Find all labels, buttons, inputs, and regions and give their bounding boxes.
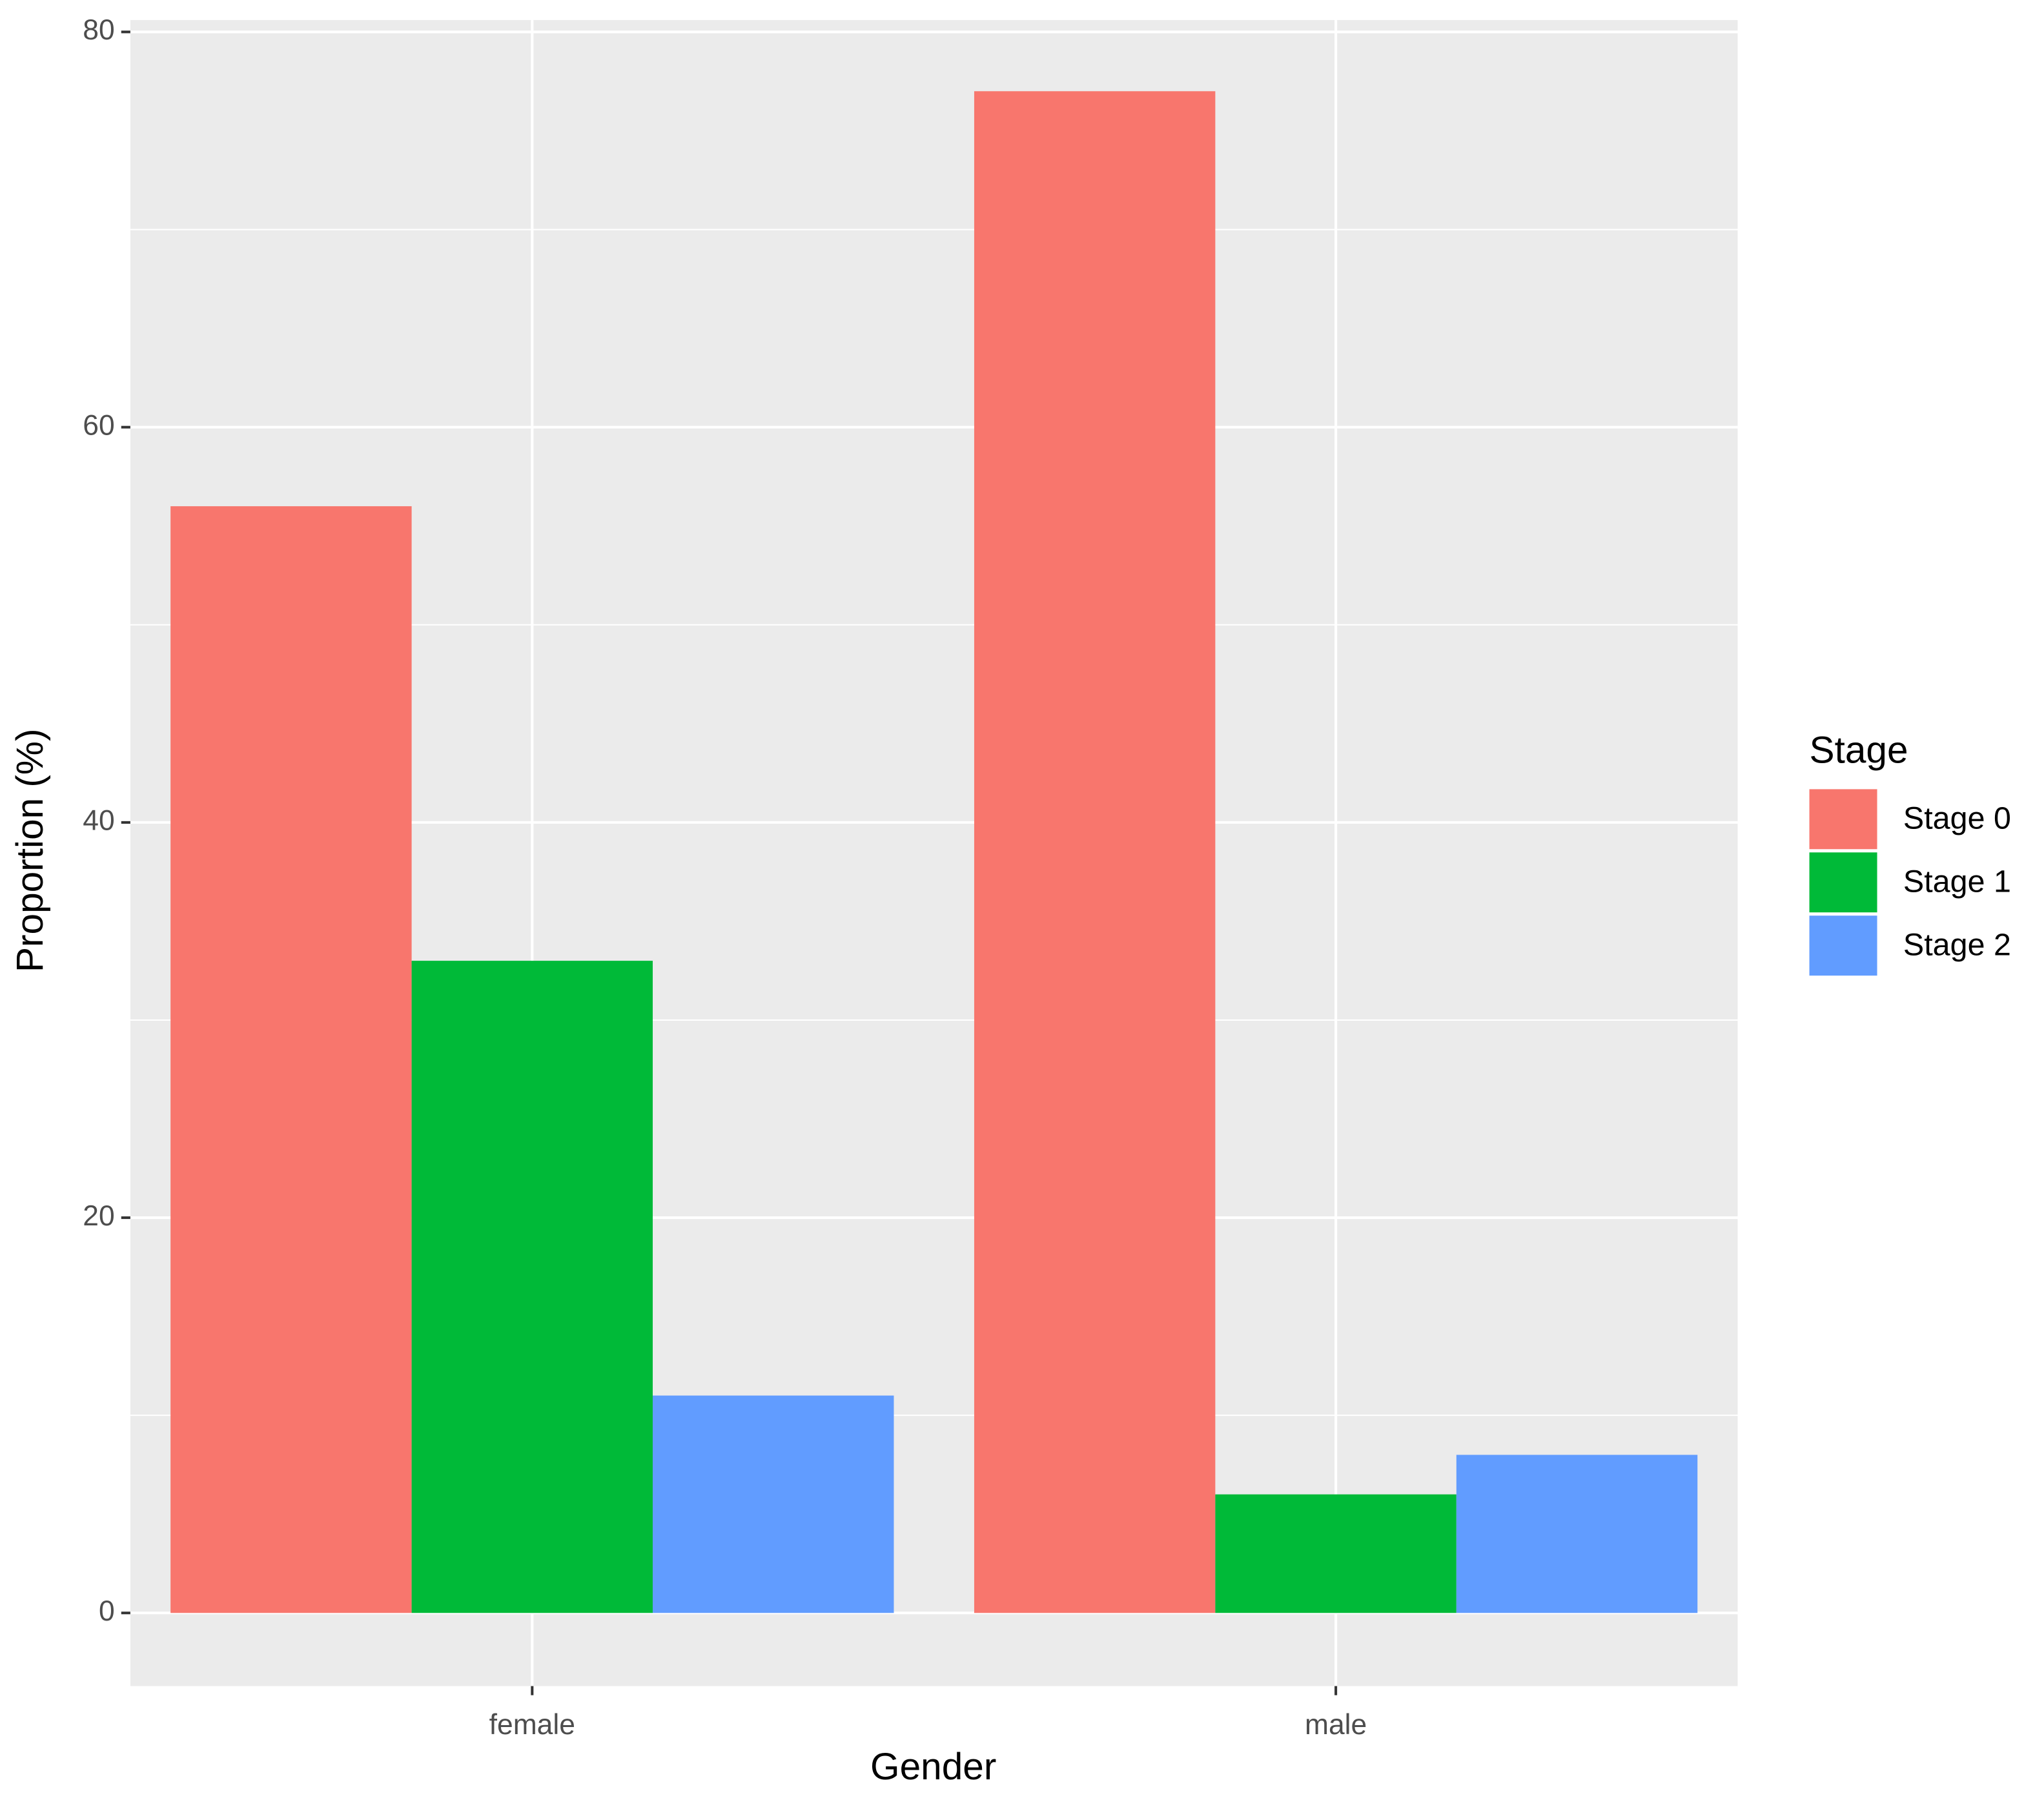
- x-tick-label: male: [1305, 1709, 1367, 1741]
- bar: [170, 506, 412, 1613]
- x-tick-label: female: [489, 1709, 575, 1741]
- legend-key: [1809, 915, 1877, 976]
- y-tick-label: 40: [83, 805, 114, 837]
- y-tick-label: 0: [99, 1595, 115, 1627]
- legend-key: [1809, 852, 1877, 913]
- y-tick-label: 60: [83, 409, 114, 441]
- y-axis-title: Proportion (%): [9, 729, 51, 972]
- y-tick-label: 20: [83, 1200, 114, 1232]
- bars: [170, 91, 1698, 1613]
- bar: [411, 961, 653, 1613]
- bar: [1456, 1455, 1698, 1613]
- legend-key: [1809, 789, 1877, 850]
- legend-label: Stage 2: [1903, 927, 2011, 962]
- bar: [974, 91, 1216, 1613]
- bar: [1215, 1494, 1456, 1613]
- legend-title: Stage: [1810, 729, 1908, 771]
- legend-label: Stage 0: [1903, 801, 2011, 836]
- bar: [653, 1395, 894, 1613]
- y-tick-label: 80: [83, 14, 114, 46]
- legend-label: Stage 1: [1903, 864, 2011, 899]
- x-axis-title: Gender: [870, 1746, 996, 1788]
